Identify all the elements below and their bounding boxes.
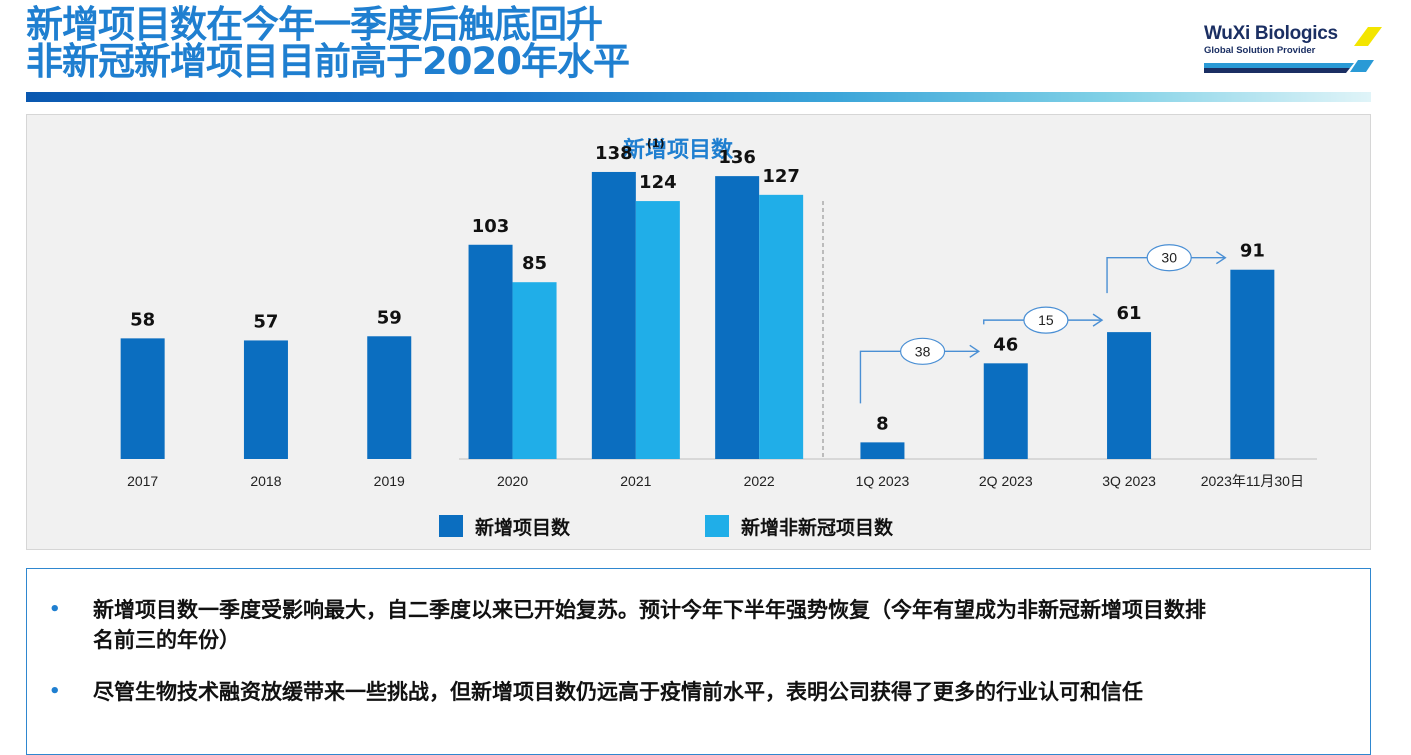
logo-stripes [1204, 27, 1382, 73]
data-label-non-covid-projects: 124 [639, 172, 677, 193]
bar-new-projects [715, 176, 760, 459]
bar-new-projects [367, 336, 412, 459]
company-logo: WuXi Biologics Global Solution Provider [1198, 20, 1398, 76]
x-tick-label: 2Q 2023 [979, 473, 1033, 489]
logo-name: WuXi Biologics [1204, 23, 1338, 44]
bar-new-projects [860, 442, 905, 459]
bar-new-projects [1107, 332, 1152, 459]
bullet-box: • 新增项目数一季度受影响最大，自二季度以来已开始复苏。预计今年下半年强势恢复（… [26, 568, 1371, 755]
title-line-2: 非新冠新增项目目前高于2020年水平 [26, 40, 630, 83]
data-label-new-projects: 61 [1117, 303, 1142, 324]
bar-new-projects [591, 171, 636, 459]
data-label-new-projects: 91 [1240, 241, 1265, 262]
bar-non-covid-projects [759, 194, 804, 459]
arrow-head-icon [969, 344, 981, 358]
x-tick-label: 2017 [127, 473, 158, 489]
chart-panel: 新增项目数 2017 58 2018 57 2019 59 2020 103 85 2021 138 (… [26, 114, 1371, 550]
page-title: 新增项目数在今年一季度后触底回升 非新冠新增项目目前高于2020年水平 [26, 3, 630, 83]
bullet-item-2: • 尽管生物技术融资放缓带来一些挑战，但新增项目数仍远高于疫情前水平，表明公司获… [49, 677, 1223, 707]
arrow-head-icon [1092, 313, 1104, 327]
bar-new-projects [120, 338, 165, 459]
increment-badge [1146, 244, 1192, 272]
x-tick-label: 2021 [620, 473, 651, 489]
bar-non-covid-projects [635, 201, 680, 459]
x-tick-label: 2023年11月30日 [1201, 473, 1304, 489]
x-tick-label: 3Q 2023 [1102, 473, 1156, 489]
legend-label-new-projects: 新增项目数 [475, 516, 571, 539]
legend-label-non-covid-projects: 新增非新冠项目数 [741, 516, 894, 539]
increment-label: 30 [1161, 250, 1177, 266]
bullet-text: 新增项目数一季度受影响最大，自二季度以来已开始复苏。预计今年下半年强势恢复（今年… [93, 598, 1206, 652]
data-label-new-projects: 57 [253, 311, 278, 332]
bullet-dot-icon: • [49, 681, 61, 702]
bullet-text: 尽管生物技术融资放缓带来一些挑战，但新增项目数仍远高于疫情前水平，表明公司获得了… [93, 680, 1143, 704]
x-tick-label: 2020 [497, 473, 528, 489]
legend-swatch-new-projects [439, 515, 463, 537]
logo-tagline: Global Solution Provider [1204, 45, 1316, 56]
data-label-new-projects: 58 [130, 309, 155, 330]
bullet-item-1: • 新增项目数一季度受影响最大，自二季度以来已开始复苏。预计今年下半年强势恢复（… [49, 595, 1223, 655]
data-label-new-projects: 46 [993, 334, 1018, 355]
data-label-non-covid-projects: 85 [522, 253, 547, 274]
bar-new-projects [468, 244, 513, 459]
x-tick-label: 2018 [250, 473, 281, 489]
bar-new-projects [1230, 269, 1275, 459]
title-divider-bar [26, 92, 1371, 102]
increment-label: 15 [1038, 312, 1054, 328]
bullet-dot-icon: • [49, 599, 61, 620]
chart-title: 新增项目数 [623, 137, 734, 163]
data-label-new-projects: 138 [595, 143, 633, 164]
data-label-new-projects: 8 [876, 413, 889, 434]
footnote-marker: (1) [647, 137, 665, 150]
increment-label: 38 [915, 343, 931, 359]
increment-badge [1023, 306, 1069, 334]
arrow-head-icon [1215, 251, 1227, 265]
bar-new-projects [243, 340, 288, 459]
title-line-1: 新增项目数在今年一季度后触底回升 [26, 3, 603, 46]
data-label-new-projects: 136 [718, 147, 756, 168]
data-label-new-projects: 59 [377, 307, 402, 328]
x-tick-label: 1Q 2023 [856, 473, 910, 489]
x-tick-label: 2022 [744, 473, 775, 489]
data-label-non-covid-projects: 127 [762, 166, 800, 187]
x-tick-label: 2019 [374, 473, 405, 489]
legend-swatch-non-covid-projects [705, 515, 729, 537]
bar-chart: 新增项目数 2017 58 2018 57 2019 59 2020 103 85 2021 138 (… [120, 137, 1317, 539]
bar-non-covid-projects [512, 282, 557, 459]
bar-new-projects [983, 363, 1028, 459]
data-label-new-projects: 103 [472, 216, 510, 237]
increment-badge [899, 337, 946, 365]
